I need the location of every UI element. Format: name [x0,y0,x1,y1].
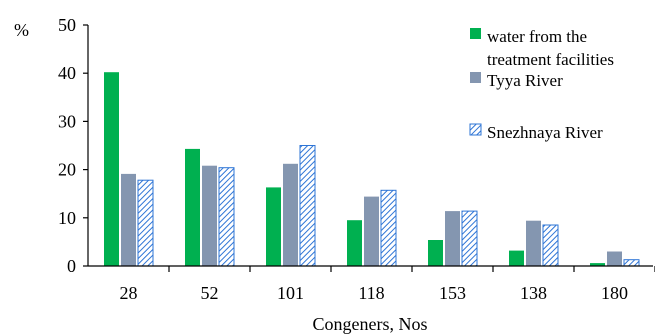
y-tick-label-20: 20 [58,160,76,180]
x-tick-label-138: 138 [520,283,547,303]
bars-group [104,72,640,267]
legend-swatch-snezhnaya-river [469,123,482,136]
legend: water from the treatment facilities Tyya R… [469,27,614,142]
legend-swatch-water-from-the-treatment-facilities [470,28,481,39]
x-tick-label-52: 52 [201,283,219,303]
legend-label-water-from-the-treatment-facilities-line2: treatment facilities [487,50,614,69]
bar-snezhnaya-river-180 [623,259,640,267]
legend-label-water-from-the-treatment-facilities: water from the [487,27,587,46]
legend-label-snezhnaya-river: Snezhnaya River [487,123,603,142]
bar-tyya-river-118 [364,196,379,266]
bar-snezhnaya-river-101 [299,145,316,267]
bar-water-from-the-treatment-facilities-52 [185,148,200,266]
y-axis-title: % [14,20,29,40]
legend-swatch-tyya-river [470,72,481,83]
bar-snezhnaya-river-28 [137,179,154,267]
bar-snezhnaya-river-52 [218,167,235,267]
bar-tyya-river-52 [202,165,217,266]
y-tick-label-50: 50 [58,15,76,35]
bar-tyya-river-138 [526,220,541,266]
x-tick-label-180: 180 [601,283,628,303]
legend-label-tyya-river: Tyya River [487,71,563,90]
y-tick-label-30: 30 [58,111,76,131]
y-tick-label-10: 10 [58,208,76,228]
bar-tyya-river-101 [283,163,298,266]
bar-water-from-the-treatment-facilities-101 [266,187,281,266]
bar-snezhnaya-river-118 [380,189,397,267]
y-tick-label-0: 0 [67,256,76,276]
x-tick-label-101: 101 [277,283,304,303]
x-tick-label-153: 153 [439,283,466,303]
axes-group: 0 10 20 30 40 50 28 52 101 118 153 138 180 [58,15,655,303]
x-axis-title: Congeners, Nos [313,314,428,334]
bar-water-from-the-treatment-facilities-153 [428,240,443,266]
bar-water-from-the-treatment-facilities-138 [509,250,524,266]
x-tick-label-28: 28 [120,283,138,303]
bar-water-from-the-treatment-facilities-28 [104,72,119,266]
bar-tyya-river-180 [607,251,622,266]
bar-water-from-the-treatment-facilities-118 [347,220,362,266]
y-tick-label-40: 40 [58,63,76,83]
x-tick-label-118: 118 [358,283,384,303]
bar-water-from-the-treatment-facilities-180 [590,263,605,266]
bar-tyya-river-28 [121,173,136,266]
bar-tyya-river-153 [445,211,460,266]
bar-snezhnaya-river-138 [542,224,559,267]
bar-snezhnaya-river-153 [461,210,478,267]
